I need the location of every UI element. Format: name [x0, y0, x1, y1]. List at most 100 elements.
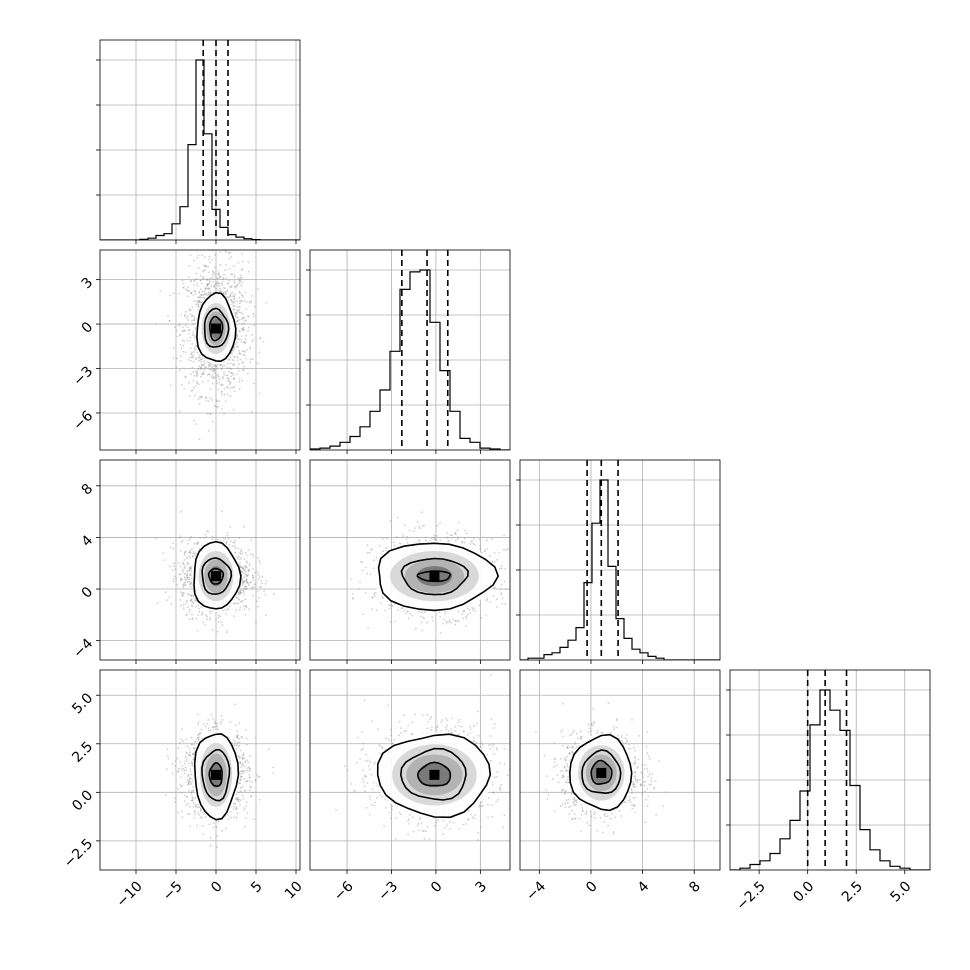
scatter-point: [197, 296, 200, 299]
scatter-point: [253, 382, 256, 385]
scatter-point: [190, 594, 193, 597]
scatter-point: [199, 295, 201, 297]
scatter-point: [229, 811, 232, 813]
scatter-point: [228, 383, 231, 385]
scatter-point: [233, 346, 236, 349]
scatter-point: [210, 368, 213, 370]
scatter-point: [228, 358, 231, 361]
scatter-point: [186, 289, 189, 291]
scatter-point: [212, 365, 215, 367]
scatter-point: [229, 356, 232, 358]
scatter-point: [228, 543, 231, 546]
scatter-point: [181, 578, 184, 581]
scatter-point: [186, 326, 189, 328]
scatter-point: [418, 610, 420, 613]
scatter-point: [204, 265, 207, 268]
scatter-point: [195, 806, 198, 808]
scatter-point: [235, 320, 238, 323]
scatter-point: [200, 366, 202, 369]
scatter-point: [181, 279, 184, 282]
scatter-point: [216, 630, 219, 633]
scatter-point: [385, 537, 388, 540]
panel-frame: [99, 459, 301, 661]
scatter-point: [454, 620, 457, 622]
panel-content: [165, 703, 275, 848]
scatter-point: [456, 537, 459, 540]
scatter-point: [237, 741, 239, 744]
scatter-point: [239, 353, 242, 355]
scatter-point: [272, 766, 274, 769]
scatter-point: [197, 304, 200, 307]
scatter-point: [242, 580, 245, 583]
scatter-point: [503, 580, 506, 583]
scatter-point: [184, 550, 187, 553]
scatter-point: [233, 355, 236, 358]
scatter-point: [214, 278, 217, 281]
scatter-point: [199, 396, 202, 399]
scatter-point: [191, 743, 193, 746]
scatter-point: [208, 618, 211, 621]
scatter-point: [194, 423, 197, 425]
scatter-point: [199, 274, 202, 277]
scatter-point: [191, 356, 193, 359]
scatter-point: [233, 744, 236, 747]
scatter-point: [229, 381, 232, 384]
scatter-point: [242, 567, 245, 570]
scatter-point: [243, 569, 246, 572]
scatter-point: [240, 340, 243, 343]
scatter-point: [196, 351, 199, 354]
scatter-point: [500, 593, 503, 596]
scatter-point: [210, 285, 213, 287]
scatter-point: [251, 791, 254, 794]
scatter-point: [242, 369, 244, 371]
scatter-point: [192, 334, 195, 336]
scatter-point: [259, 562, 261, 564]
scatter-point: [212, 368, 215, 370]
scatter-point: [200, 395, 203, 398]
scatter-point: [462, 617, 464, 620]
scatter-point: [213, 275, 215, 277]
scatter-point: [227, 818, 230, 821]
scatter-point: [184, 552, 186, 554]
scatter-point: [469, 612, 472, 614]
scatter-point: [189, 537, 192, 540]
scatter-point: [233, 305, 236, 307]
scatter-point: [439, 632, 442, 634]
scatter-point: [409, 612, 412, 615]
scatter-point: [493, 560, 496, 563]
scatter-point: [239, 804, 242, 806]
scatter-point: [189, 280, 192, 283]
scatter-point: [433, 534, 436, 537]
scatter-point: [371, 608, 374, 611]
scatter-point: [225, 264, 227, 266]
scatter-point: [188, 569, 191, 571]
scatter-point: [239, 593, 242, 595]
scatter-point: [463, 537, 466, 540]
scatter-point: [241, 584, 244, 586]
scatter-point: [183, 387, 186, 390]
scatter-point: [196, 543, 199, 546]
scatter-point: [173, 580, 175, 583]
scatter-point: [208, 280, 211, 282]
scatter-point: [193, 374, 196, 377]
scatter-point: [230, 371, 233, 374]
scatter-point: [219, 287, 222, 290]
scatter-point: [232, 363, 234, 366]
scatter-point: [222, 540, 225, 543]
scatter-point: [478, 538, 481, 541]
scatter-point: [235, 345, 238, 348]
scatter-point: [438, 611, 440, 613]
scatter-point: [190, 586, 192, 588]
scatter-point: [182, 563, 185, 566]
scatter-point: [241, 328, 244, 331]
scatter-point: [211, 367, 214, 370]
scatter-point: [190, 353, 193, 356]
scatter-point: [193, 283, 195, 286]
scatter-point: [239, 749, 242, 752]
scatter-point: [186, 573, 188, 576]
scatter-point: [178, 767, 180, 770]
scatter-point: [189, 557, 192, 559]
scatter-point: [203, 294, 205, 297]
scatter-point: [213, 284, 216, 286]
scatter-point: [198, 365, 201, 368]
